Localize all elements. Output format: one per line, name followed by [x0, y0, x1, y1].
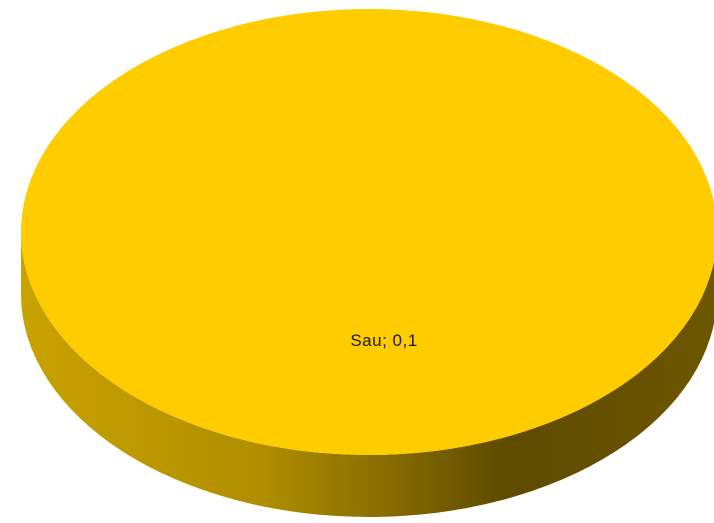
slice-data-label: Sau; 0,1: [350, 331, 417, 350]
pie-slices: [21, 9, 714, 517]
pie-slice-side: [21, 232, 714, 517]
pie-slice-sau: [21, 9, 714, 455]
